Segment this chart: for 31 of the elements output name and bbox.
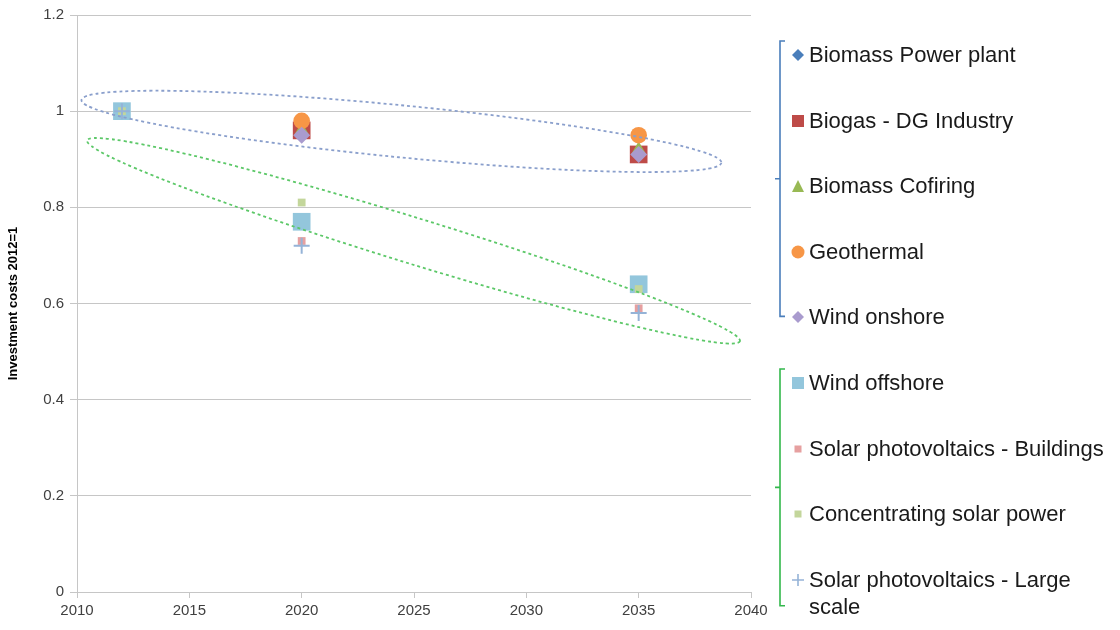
legend-label: Biomass Power plant: [809, 41, 1016, 68]
x-tick-label: 2040: [734, 601, 768, 619]
x-tick-label: 2015: [172, 601, 207, 619]
legend-label: Biogas - DG Industry: [809, 106, 1014, 134]
point: [292, 236, 311, 255]
y-tick-label: 0: [55, 582, 64, 600]
point: [293, 126, 311, 144]
x-tick-label: 2025: [397, 601, 431, 619]
point: [293, 112, 310, 130]
y-tick-label: 0.8: [43, 197, 64, 215]
legend-label: Wind onshore: [809, 303, 945, 331]
point: [630, 126, 647, 144]
point: [297, 198, 306, 207]
legend-label: Solar photovoltaics - Buildings: [809, 434, 1104, 462]
y-tick-label: 0.2: [43, 485, 64, 503]
legend-label: Biomass Cofiring: [809, 172, 976, 200]
y-tick-label: 0.4: [43, 389, 64, 407]
legend-label: Solar photovoltaics - Large scale: [809, 565, 1072, 620]
legend-label: Concentrating solar power: [809, 500, 1066, 528]
x-tick-label: 2030: [509, 601, 544, 619]
x-tick-label: 2010: [60, 601, 94, 619]
y-tick-label: 1.2: [43, 5, 64, 23]
y-tick-label: 0.6: [43, 293, 64, 311]
x-tick-label: 2020: [284, 601, 319, 619]
point: [629, 304, 648, 323]
legend-label: Wind offshore: [809, 369, 945, 396]
y-tick-label: 1: [55, 101, 64, 119]
legend-label: Geothermal: [809, 237, 924, 265]
x-tick-label: 2035: [621, 601, 656, 619]
point: [292, 212, 311, 231]
y-axis-title: Investment costs 2012=1: [5, 226, 21, 381]
